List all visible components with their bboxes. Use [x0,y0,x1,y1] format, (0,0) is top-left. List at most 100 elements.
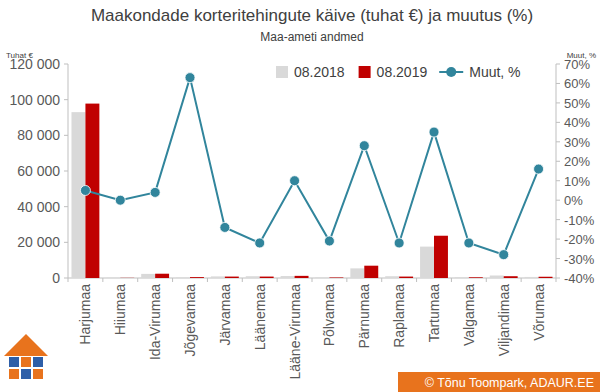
x-tick [312,278,313,282]
bar [455,277,469,279]
x-tick-label: Ida-Virumaa [147,284,163,360]
bar [399,277,413,278]
x-tick [416,278,417,282]
logo-block [9,369,19,379]
bar [525,277,539,278]
y-tick [64,135,68,136]
y2-tick-label: 20% [564,154,590,169]
bar [120,277,134,278]
marker [80,185,90,195]
x-tick-label: Jõgevamaa [182,284,198,357]
x-tick [381,278,382,282]
x-tick [242,278,243,282]
bar [420,247,434,278]
logo [4,334,48,379]
subtitle: Maa-ameti andmed [260,30,363,44]
marker [359,141,369,151]
x-tick [346,278,347,282]
y-tick [64,171,68,172]
marker [534,164,544,174]
x-tick-label: Tartumaa [426,284,442,343]
x-tick [277,278,278,282]
y-tick-label: 80 000 [17,127,60,143]
y2-tick-label: 60% [564,76,590,91]
bar [434,236,448,278]
y2-tick [556,239,560,240]
legend-swatch [446,67,456,77]
logo-block [21,357,31,367]
x-tick-label: Põlvamaa [321,284,337,346]
y-tick [64,206,68,207]
bar [246,276,260,278]
bar [281,276,295,278]
title: Maakondade korteritehingute käive (tuhat… [91,6,533,25]
x-tick [556,278,557,282]
source-badge [398,372,600,392]
logo-block [21,369,31,379]
y2-tick-label: 10% [564,174,590,189]
line [85,78,538,255]
bar [504,276,518,278]
y2-tick [556,219,560,220]
x-tick [68,278,69,282]
y2-tick-label: 70% [564,57,590,72]
y-tick [64,64,68,65]
y2-tick [556,102,560,103]
y-tick-label: 20 000 [17,234,60,250]
legend-swatch [276,66,288,78]
x-tick [521,278,522,282]
bar [364,266,378,278]
y2-tick-label: 30% [564,135,590,150]
x-tick-label: Raplamaa [391,284,407,348]
y2-tick-label: 50% [564,96,590,111]
x-tick-label: Järvamaa [217,284,233,346]
bar [176,277,190,279]
marker [290,176,300,186]
marker [115,195,125,205]
x-tick-label: Viljandimaa [496,284,512,356]
marker [499,250,509,260]
plot-area [71,73,552,278]
y2-tick [556,200,560,201]
bar [329,277,343,279]
x-tick [102,278,103,282]
bar [490,276,504,278]
marker [394,238,404,248]
marker [220,222,230,232]
logo-roof [4,334,48,356]
legend-label: 08.2018 [294,64,345,80]
marker [429,127,439,137]
y2-tick-label: -20% [564,232,595,247]
chart: Maakondade korteritehingute käive (tuhat… [0,0,600,392]
y2-tick-label: 40% [564,115,590,130]
y-tick-label: 40 000 [17,199,60,215]
y2-tick [556,278,560,279]
logo-block [33,357,43,367]
x-tick-label: Pärnumaa [356,284,372,349]
y2-axis [556,64,557,278]
logo-block [9,357,19,367]
x-tick-label: Läänemaa [252,284,268,350]
marker [464,238,474,248]
marker [324,236,334,246]
y-tick [64,278,68,279]
y2-tick [556,141,560,142]
bar [539,277,553,278]
bar [155,274,169,278]
y2-tick-label: -30% [564,252,595,267]
legend-label: Muut, % [469,64,520,80]
marker [150,187,160,197]
y-tick-label: 60 000 [17,163,60,179]
x-tick-label: Harjumaa [77,284,93,345]
x-tick-label: Lääne-Virumaa [287,284,303,380]
x-tick [207,278,208,282]
y2-tick-label: 0% [564,193,583,208]
y2-tick-label: -40% [564,271,595,286]
logo-block [33,369,43,379]
bar [260,277,274,278]
y2-tick [556,180,560,181]
bar [225,277,239,278]
y-tick [64,99,68,100]
y2-tick [556,161,560,162]
x-tick-label: Valgamaa [461,284,477,346]
